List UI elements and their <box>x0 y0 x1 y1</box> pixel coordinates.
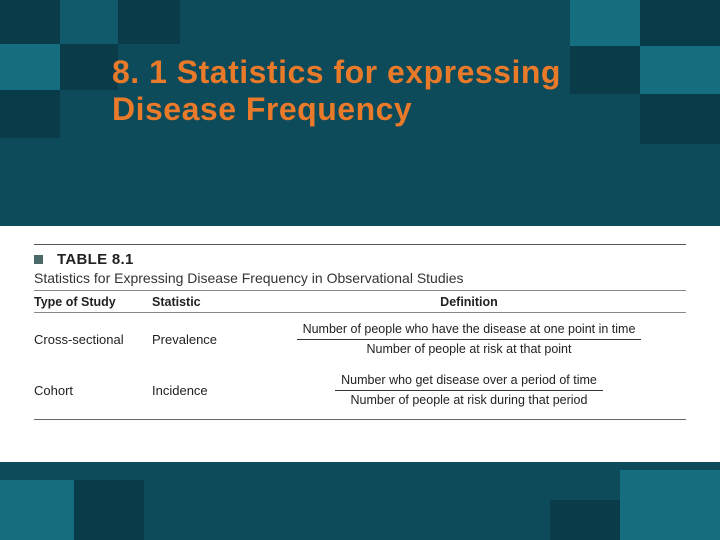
bg-tile <box>620 470 720 540</box>
bg-tile <box>640 46 720 94</box>
cell-definition: Number of people who have the disease at… <box>252 321 686 358</box>
cell-definition: Number who get disease over a period of … <box>252 372 686 409</box>
bg-tile <box>118 0 180 44</box>
bg-tile <box>640 94 720 144</box>
fraction-denominator: Number of people at risk at that point <box>297 340 642 358</box>
bg-tile <box>0 0 60 44</box>
table-panel: TABLE 8.1 Statistics for Expressing Dise… <box>0 226 720 462</box>
cell-type: Cohort <box>34 383 152 398</box>
cell-statistic: Incidence <box>152 383 252 398</box>
table-label: TABLE 8.1 <box>57 251 134 268</box>
table-header-row: Type of Study Statistic Definition <box>34 290 686 313</box>
bg-tile <box>74 480 144 540</box>
bg-tile <box>0 44 60 90</box>
bg-tile <box>60 0 118 44</box>
column-header-type: Type of Study <box>34 295 152 309</box>
bg-tile <box>640 0 720 46</box>
bg-tile <box>60 44 118 90</box>
fraction-numerator: Number of people who have the disease at… <box>297 321 642 340</box>
table-row: Cohort Incidence Number who get disease … <box>34 364 686 415</box>
bg-tile <box>0 90 60 138</box>
definition-fraction: Number who get disease over a period of … <box>335 372 603 409</box>
square-bullet-icon <box>34 255 43 264</box>
bg-tile <box>550 500 620 540</box>
definition-fraction: Number of people who have the disease at… <box>297 321 642 358</box>
table-caption: TABLE 8.1 <box>34 251 686 268</box>
bg-tile <box>570 0 640 46</box>
bg-tile <box>0 480 74 540</box>
table-row: Cross-sectional Prevalence Number of peo… <box>34 313 686 364</box>
bottom-rule <box>34 419 686 420</box>
table-subtitle: Statistics for Expressing Disease Freque… <box>34 270 686 286</box>
fraction-denominator: Number of people at risk during that per… <box>335 391 603 409</box>
fraction-numerator: Number who get disease over a period of … <box>335 372 603 391</box>
cell-statistic: Prevalence <box>152 332 252 347</box>
cell-type: Cross-sectional <box>34 332 152 347</box>
column-header-statistic: Statistic <box>152 295 252 309</box>
column-header-definition: Definition <box>252 295 686 309</box>
top-rule <box>34 244 686 245</box>
slide-title: 8. 1 Statistics for expressing Disease F… <box>112 54 612 128</box>
